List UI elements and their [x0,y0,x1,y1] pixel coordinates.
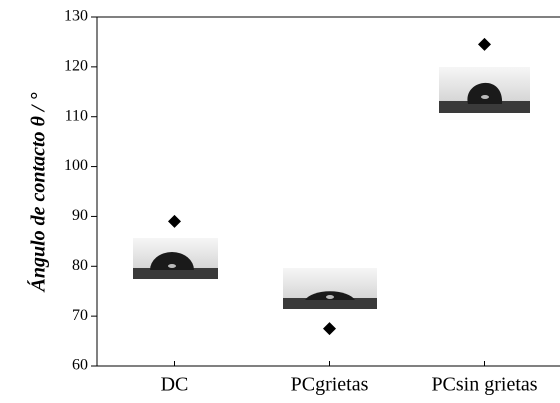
droplet-image [439,67,530,113]
y-tick-label: 130 [64,8,88,25]
x-tick-label: DC [161,374,189,396]
marker [168,214,181,228]
marker [478,37,491,51]
droplet-image [283,268,377,309]
y-tick-label: 90 [72,207,88,224]
x-tick-label: PCgrietas [291,374,369,396]
y-tick-label: 60 [72,357,88,374]
y-tick-label: 110 [65,107,88,124]
y-tick-label: 120 [64,58,88,75]
y-tick-label: 80 [72,257,88,274]
y-axis-label: Ángulo de contacto θ / ° [27,93,50,294]
marker [323,322,336,336]
droplet-image [133,238,218,279]
y-tick-label: 70 [72,307,88,324]
y-tick-label: 100 [64,157,88,174]
x-tick-label: PCsin grietas [431,374,537,396]
